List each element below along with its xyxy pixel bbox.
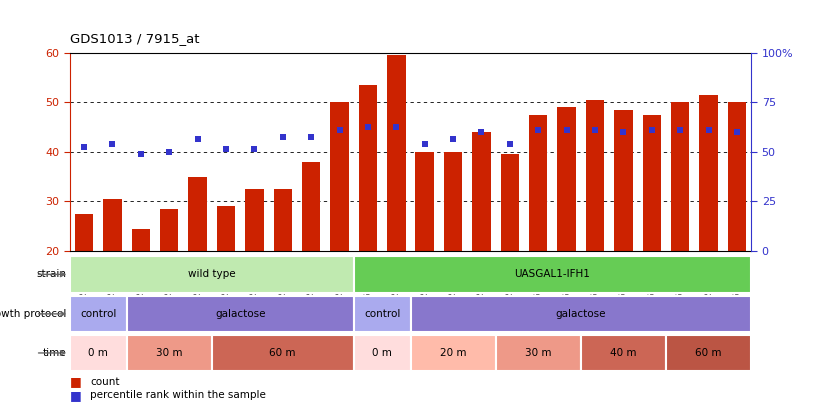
Bar: [273, 189, 292, 251]
Text: 0 m: 0 m: [88, 348, 108, 358]
Point: [134, 151, 147, 158]
Point: [361, 124, 374, 130]
Bar: [126, 335, 212, 371]
Bar: [415, 152, 434, 251]
Text: 60 m: 60 m: [695, 348, 722, 358]
Point: [589, 126, 602, 133]
Point: [219, 146, 232, 153]
Bar: [354, 335, 410, 371]
Bar: [387, 55, 406, 251]
Bar: [188, 177, 207, 251]
Point: [503, 141, 516, 148]
Bar: [70, 256, 354, 293]
Point: [645, 126, 658, 133]
Point: [447, 136, 460, 143]
Text: control: control: [80, 309, 117, 319]
Bar: [410, 296, 751, 332]
Bar: [643, 115, 661, 251]
Point: [106, 141, 119, 148]
Point: [731, 129, 744, 135]
Bar: [557, 107, 576, 251]
Bar: [302, 162, 320, 251]
Text: percentile rank within the sample: percentile rank within the sample: [90, 390, 266, 400]
Point: [276, 134, 289, 140]
Text: GDS1013 / 7915_at: GDS1013 / 7915_at: [70, 32, 200, 45]
Bar: [529, 115, 548, 251]
Text: 20 m: 20 m: [440, 348, 466, 358]
Bar: [501, 154, 519, 251]
Point: [560, 126, 573, 133]
Text: control: control: [364, 309, 401, 319]
Text: growth protocol: growth protocol: [0, 309, 67, 319]
Bar: [496, 335, 581, 371]
Point: [617, 129, 630, 135]
Text: 40 m: 40 m: [610, 348, 637, 358]
Point: [674, 126, 687, 133]
Bar: [75, 214, 94, 251]
Text: galactose: galactose: [215, 309, 265, 319]
Bar: [354, 296, 410, 332]
Point: [475, 129, 488, 135]
Bar: [699, 95, 718, 251]
Bar: [354, 256, 751, 293]
Bar: [160, 209, 178, 251]
Bar: [70, 296, 126, 332]
Text: 30 m: 30 m: [156, 348, 182, 358]
Point: [191, 136, 204, 143]
Bar: [472, 132, 491, 251]
Point: [390, 124, 403, 130]
Point: [305, 134, 318, 140]
Point: [77, 144, 90, 150]
Bar: [727, 102, 746, 251]
Bar: [614, 110, 633, 251]
Point: [702, 126, 715, 133]
Bar: [581, 335, 666, 371]
Bar: [666, 335, 751, 371]
Bar: [212, 335, 354, 371]
Text: ■: ■: [70, 389, 81, 402]
Text: time: time: [43, 348, 67, 358]
Text: 30 m: 30 m: [525, 348, 552, 358]
Point: [248, 146, 261, 153]
Text: 0 m: 0 m: [372, 348, 392, 358]
Bar: [131, 229, 150, 251]
Text: galactose: galactose: [556, 309, 606, 319]
Bar: [410, 335, 496, 371]
Point: [418, 141, 431, 148]
Text: ■: ■: [70, 375, 81, 388]
Bar: [330, 102, 349, 251]
Text: wild type: wild type: [188, 269, 236, 279]
Bar: [245, 189, 264, 251]
Text: count: count: [90, 377, 120, 387]
Text: strain: strain: [36, 269, 67, 279]
Text: 60 m: 60 m: [269, 348, 296, 358]
Bar: [671, 102, 690, 251]
Point: [333, 126, 346, 133]
Bar: [217, 207, 235, 251]
Bar: [70, 335, 126, 371]
Bar: [103, 199, 122, 251]
Bar: [126, 296, 354, 332]
Point: [163, 149, 176, 155]
Bar: [444, 152, 462, 251]
Bar: [586, 100, 604, 251]
Point: [532, 126, 545, 133]
Bar: [359, 85, 377, 251]
Text: UASGAL1-IFH1: UASGAL1-IFH1: [515, 269, 590, 279]
